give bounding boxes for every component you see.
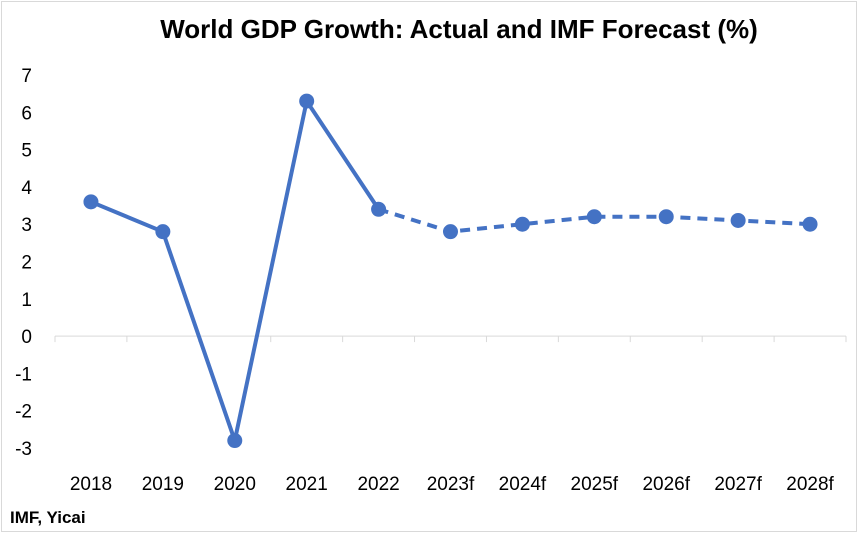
chart-title: World GDP Growth: Actual and IMF Forecas… — [160, 14, 758, 44]
y-tick-label: 4 — [21, 178, 32, 199]
data-point-marker — [586, 209, 602, 225]
data-point-marker — [227, 433, 243, 449]
data-point-marker — [299, 93, 315, 109]
data-point-marker — [802, 216, 818, 232]
data-point-marker — [371, 201, 387, 217]
y-tick-label: 2 — [21, 253, 32, 274]
actual-series-line — [88, 99, 381, 443]
y-tick-label: 5 — [21, 141, 32, 162]
source-note: IMF, Yicai — [10, 508, 86, 527]
data-point-marker — [83, 194, 99, 210]
x-tick-label: 2018 — [70, 474, 112, 495]
y-tick-label: 7 — [21, 66, 32, 87]
y-tick-label: 6 — [21, 103, 32, 124]
x-tick-label: 2020 — [214, 474, 256, 495]
x-tick-label: 2022 — [357, 474, 399, 495]
y-tick-label: -2 — [15, 402, 32, 423]
y-tick-label: -1 — [15, 364, 32, 385]
data-point-marker — [155, 224, 171, 240]
x-tick-label: 2027f — [714, 474, 762, 495]
x-tick-label: 2023f — [427, 474, 475, 495]
data-point-marker — [514, 216, 530, 232]
data-point-marker — [730, 212, 746, 228]
y-tick-label: 1 — [21, 290, 32, 311]
data-point-marker — [443, 224, 458, 240]
y-tick-label: -3 — [15, 439, 32, 460]
x-tick-label: 2024f — [499, 474, 547, 495]
x-tick-label: 2019 — [142, 474, 184, 495]
x-tick-label: 2028f — [786, 474, 834, 495]
y-tick-label: 0 — [21, 327, 32, 348]
x-tick-label: 2026f — [642, 474, 690, 495]
y-tick-label: 3 — [21, 215, 32, 236]
x-tick-label: 2025f — [571, 474, 619, 495]
x-tick-label: 2021 — [286, 474, 328, 495]
data-point-marker — [658, 209, 674, 225]
